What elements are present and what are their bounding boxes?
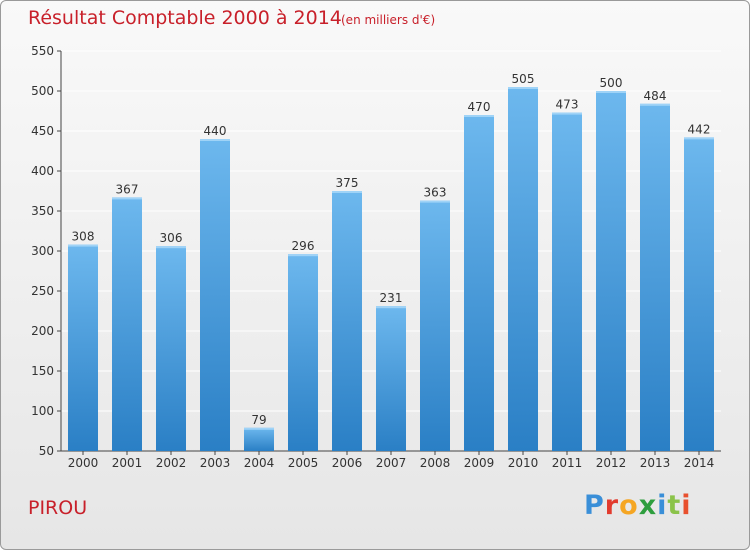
data-label-2005: 296 [292, 239, 315, 253]
commune-name: PIROU [28, 497, 88, 519]
x-tick-label-2008: 2008 [420, 456, 451, 470]
bar-top-highlight-2007 [376, 306, 406, 309]
data-label-2006: 375 [336, 176, 359, 190]
bar-2012[interactable] [596, 91, 626, 451]
data-label-2009: 470 [468, 100, 491, 114]
bar-top-highlight-2003 [200, 139, 230, 141]
x-tick-label-2003: 2003 [200, 456, 231, 470]
x-tick-label-2012: 2012 [596, 456, 627, 470]
bars [68, 87, 714, 452]
y-tick-label-50: 50 [39, 444, 54, 458]
bar-top-highlight-2001 [112, 197, 142, 200]
data-label-2004: 79 [251, 413, 266, 427]
x-tick-label-2004: 2004 [244, 456, 275, 470]
logo-letter: r [604, 490, 620, 521]
data-label-2011: 473 [556, 98, 579, 112]
bar-2005[interactable] [288, 254, 318, 451]
bar-2011[interactable] [552, 112, 582, 451]
chart-subtitle: (en milliers d'€) [341, 13, 436, 27]
bar-2009[interactable] [464, 115, 494, 451]
bar-top-highlight-2006 [332, 191, 362, 193]
logo-letter: x [638, 490, 658, 521]
x-tick-label-2000: 2000 [68, 456, 99, 470]
x-tick-label-2005: 2005 [288, 456, 319, 470]
y-tick-label-150: 150 [31, 364, 54, 378]
bar-2002[interactable] [156, 246, 186, 451]
data-label-2013: 484 [644, 89, 667, 103]
bar-2007[interactable] [376, 306, 406, 451]
bar-2001[interactable] [112, 197, 142, 451]
bar-top-highlight-2005 [288, 254, 318, 257]
bar-top-highlight-2009 [464, 115, 494, 117]
y-tick-label-450: 450 [31, 124, 54, 138]
bar-top-highlight-2013 [640, 103, 670, 106]
bar-2010[interactable] [508, 87, 538, 451]
x-tick-label-2014: 2014 [684, 456, 715, 470]
bar-top-highlight-2010 [508, 87, 538, 89]
bar-top-highlight-2002 [156, 246, 186, 249]
x-tick-label-2013: 2013 [640, 456, 671, 470]
bar-2003[interactable] [200, 139, 230, 451]
y-tick-label-350: 350 [31, 204, 54, 218]
x-tick-label-2010: 2010 [508, 456, 539, 470]
x-tick-label-2009: 2009 [464, 456, 495, 470]
data-label-2007: 231 [380, 291, 403, 305]
y-tick-label-500: 500 [31, 84, 54, 98]
bar-top-highlight-2008 [420, 200, 450, 203]
bar-2014[interactable] [684, 137, 714, 451]
bar-top-highlight-2012 [596, 91, 626, 93]
x-tick-label-2007: 2007 [376, 456, 407, 470]
bar-2006[interactable] [332, 191, 362, 451]
logo-letter: P [584, 490, 605, 521]
data-label-2001: 367 [116, 182, 139, 196]
logo-letter: o [619, 490, 639, 521]
chart-title: Résultat Comptable 2000 à 2014 [28, 7, 342, 29]
data-label-2000: 308 [72, 230, 95, 244]
bar-2008[interactable] [420, 200, 450, 451]
y-tick-label-250: 250 [31, 284, 54, 298]
data-label-2014: 442 [688, 122, 711, 136]
logo-letter: i [681, 490, 692, 521]
y-tick-label-100: 100 [31, 404, 54, 418]
axes: 50 100 150 200 250 300 350 400 450 500 550 2000 2001… [31, 44, 721, 470]
y-tick-label-400: 400 [31, 164, 54, 178]
x-tick-label-2002: 2002 [156, 456, 187, 470]
data-label-2002: 306 [160, 231, 183, 245]
bar-top-highlight-2011 [552, 112, 582, 115]
logo-letter: i [657, 490, 668, 521]
bar-top-highlight-2004 [244, 427, 274, 430]
y-tick-label-300: 300 [31, 244, 54, 258]
data-label-2012: 500 [600, 76, 623, 90]
data-labels: 308 367 306 440 79 296 375 231 363 470 505 473 500 48… [72, 72, 711, 427]
x-tick-label-2006: 2006 [332, 456, 363, 470]
bar-top-highlight-2000 [68, 244, 98, 247]
y-tick-label-200: 200 [31, 324, 54, 338]
x-tick-label-2001: 2001 [112, 456, 143, 470]
data-label-2003: 440 [204, 124, 227, 138]
logo-letter: t [667, 490, 682, 521]
data-label-2008: 363 [424, 186, 447, 200]
bar-2004[interactable] [244, 427, 274, 451]
x-tick-label-2011: 2011 [552, 456, 583, 470]
proxiti-logo[interactable]: Proxiti [584, 490, 692, 521]
bar-2000[interactable] [68, 244, 98, 451]
data-label-2010: 505 [512, 72, 535, 86]
y-tick-label-550: 550 [31, 44, 54, 58]
bar-2013[interactable] [640, 103, 670, 452]
bar-top-highlight-2014 [684, 137, 714, 140]
